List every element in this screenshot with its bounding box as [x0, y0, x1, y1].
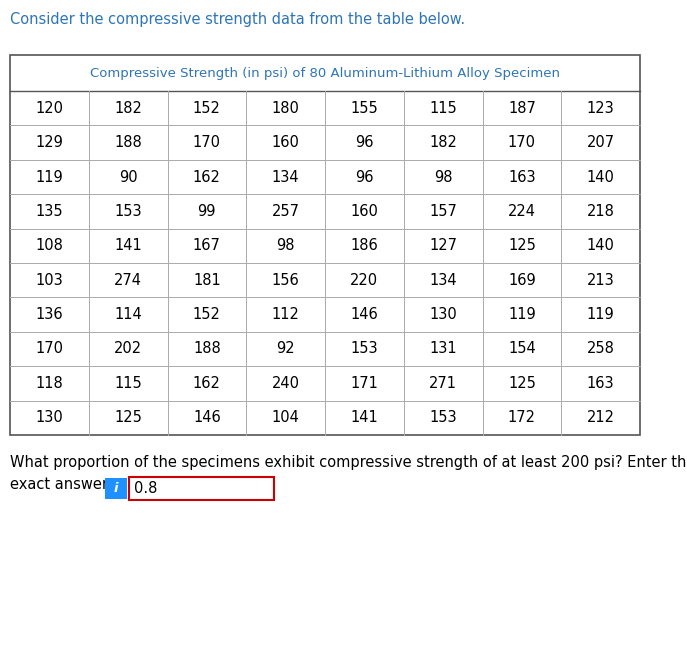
- Text: 134: 134: [272, 169, 300, 184]
- Text: exact answer.: exact answer.: [10, 477, 111, 492]
- Text: 134: 134: [429, 273, 457, 288]
- Text: 186: 186: [350, 238, 379, 253]
- Text: 125: 125: [114, 410, 142, 425]
- Text: 108: 108: [36, 238, 63, 253]
- Text: 140: 140: [587, 169, 615, 184]
- Text: 119: 119: [587, 307, 614, 322]
- Text: 167: 167: [193, 238, 221, 253]
- Text: 188: 188: [193, 341, 221, 356]
- Text: 153: 153: [429, 410, 457, 425]
- Text: 120: 120: [35, 101, 63, 116]
- Text: 155: 155: [350, 101, 379, 116]
- Text: 181: 181: [193, 273, 221, 288]
- Text: 182: 182: [429, 135, 457, 150]
- Text: 172: 172: [508, 410, 536, 425]
- Text: 146: 146: [350, 307, 379, 322]
- Text: 207: 207: [587, 135, 615, 150]
- Bar: [10, 55, 640, 435]
- Text: 240: 240: [271, 376, 300, 391]
- Text: 103: 103: [36, 273, 63, 288]
- Text: 163: 163: [587, 376, 614, 391]
- Text: 125: 125: [508, 238, 536, 253]
- Text: 224: 224: [508, 204, 536, 219]
- Text: 104: 104: [271, 410, 300, 425]
- Text: 99: 99: [198, 204, 216, 219]
- Text: Consider the compressive strength data from the table below.: Consider the compressive strength data f…: [10, 12, 465, 27]
- Text: 271: 271: [429, 376, 457, 391]
- Text: 187: 187: [508, 101, 536, 116]
- Text: 170: 170: [508, 135, 536, 150]
- Text: 170: 170: [35, 341, 63, 356]
- Text: 180: 180: [271, 101, 300, 116]
- Text: 152: 152: [193, 101, 221, 116]
- Text: 171: 171: [350, 376, 379, 391]
- Text: What proportion of the specimens exhibit compressive strength of at least 200 ps: What proportion of the specimens exhibit…: [10, 455, 687, 470]
- Text: 140: 140: [587, 238, 615, 253]
- Text: 119: 119: [508, 307, 536, 322]
- Text: 154: 154: [508, 341, 536, 356]
- Text: 274: 274: [114, 273, 142, 288]
- Text: 141: 141: [350, 410, 379, 425]
- Text: 115: 115: [429, 101, 457, 116]
- Text: 125: 125: [508, 376, 536, 391]
- Text: 162: 162: [193, 169, 221, 184]
- Text: 115: 115: [114, 376, 142, 391]
- Text: 152: 152: [193, 307, 221, 322]
- Text: 0.8: 0.8: [134, 481, 157, 496]
- Text: 182: 182: [114, 101, 142, 116]
- Text: 146: 146: [193, 410, 221, 425]
- Text: 123: 123: [587, 101, 614, 116]
- Text: 257: 257: [271, 204, 300, 219]
- Text: i: i: [114, 482, 118, 495]
- Bar: [129, 477, 274, 500]
- Text: 92: 92: [276, 341, 295, 356]
- Text: 160: 160: [271, 135, 300, 150]
- Text: 170: 170: [193, 135, 221, 150]
- Text: 169: 169: [508, 273, 536, 288]
- Bar: [105, 478, 127, 499]
- Text: 188: 188: [114, 135, 142, 150]
- Text: 98: 98: [276, 238, 295, 253]
- Text: 136: 136: [36, 307, 63, 322]
- Text: 127: 127: [429, 238, 457, 253]
- Text: 90: 90: [119, 169, 137, 184]
- Text: 131: 131: [429, 341, 457, 356]
- Text: 130: 130: [36, 410, 63, 425]
- Text: 202: 202: [114, 341, 142, 356]
- Text: 162: 162: [193, 376, 221, 391]
- Text: 218: 218: [587, 204, 615, 219]
- Text: 163: 163: [508, 169, 536, 184]
- Text: 135: 135: [36, 204, 63, 219]
- Text: 213: 213: [587, 273, 614, 288]
- Text: 153: 153: [114, 204, 142, 219]
- Text: 160: 160: [350, 204, 379, 219]
- Text: 212: 212: [587, 410, 615, 425]
- Text: 96: 96: [355, 135, 374, 150]
- Text: 156: 156: [272, 273, 300, 288]
- Text: 130: 130: [429, 307, 457, 322]
- Text: 153: 153: [350, 341, 378, 356]
- Text: 118: 118: [36, 376, 63, 391]
- Text: 112: 112: [271, 307, 300, 322]
- Text: 98: 98: [434, 169, 452, 184]
- Text: Compressive Strength (in psi) of 80 Aluminum-Lithium Alloy Specimen: Compressive Strength (in psi) of 80 Alum…: [90, 66, 560, 79]
- Text: 119: 119: [36, 169, 63, 184]
- Text: 96: 96: [355, 169, 374, 184]
- Text: 157: 157: [429, 204, 457, 219]
- Text: 114: 114: [114, 307, 142, 322]
- Text: 129: 129: [36, 135, 63, 150]
- Text: 141: 141: [114, 238, 142, 253]
- Text: 220: 220: [350, 273, 379, 288]
- Text: 258: 258: [587, 341, 615, 356]
